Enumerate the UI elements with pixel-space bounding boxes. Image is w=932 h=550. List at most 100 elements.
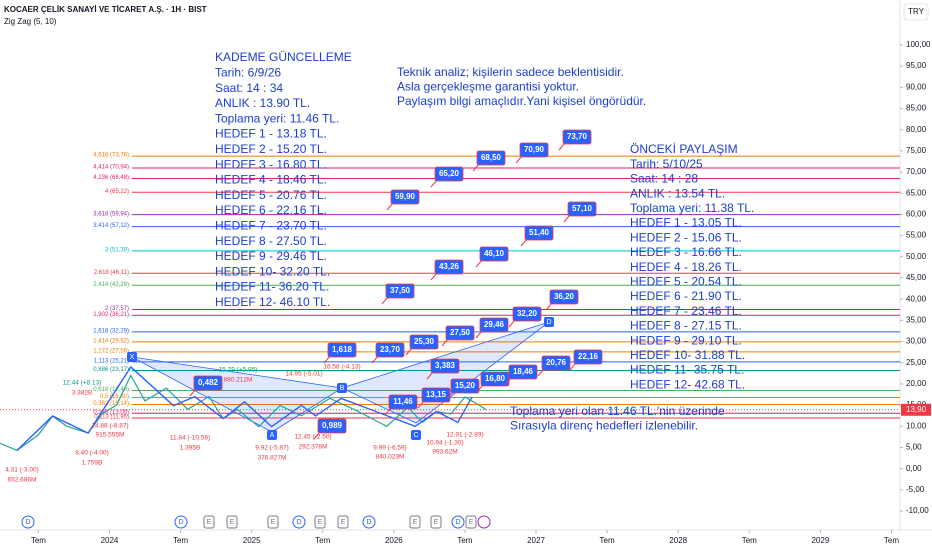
event-marker	[409, 515, 421, 529]
target-box	[445, 325, 475, 341]
target-box	[193, 375, 223, 391]
disclaimer-line: Paylaşım bilgi amaçlıdır.Yani kişisel ön…	[397, 94, 646, 108]
previous-share-line: HEDEF 12- 42.68 TL.	[630, 377, 745, 391]
fib-label: 0,5 (16,80)	[100, 394, 129, 400]
event-marker	[292, 515, 306, 529]
new-update-line: Tarih: 6/9/26	[215, 65, 281, 79]
previous-share-line: HEDEF 7 - 23.46 TL.	[630, 304, 742, 318]
target-box	[479, 317, 509, 333]
pivot-label: 14.88 (-8.87)	[91, 423, 128, 430]
previous-share-line: ÖNCEKİ PAYLAŞIM	[630, 142, 738, 156]
x-tick-label: 2026	[385, 536, 403, 545]
target-box	[524, 225, 554, 241]
new-update-line: HEDEF 1 - 13.18 TL.	[215, 127, 327, 141]
disclaimer-line: Asla gerçekleşme garantisi yoktur.	[397, 80, 579, 94]
event-label: D	[366, 519, 371, 526]
fib-label: 2 (37,57)	[105, 306, 129, 312]
fib-label: 0,618 (18,46)	[93, 387, 129, 393]
target-label: 43,26	[439, 262, 460, 271]
symbol-title: KOCAER ÇELİK SANAYİ VE TİCARET A.Ş. · 1H…	[4, 5, 207, 14]
target-label: 20,76	[546, 358, 567, 367]
last-price-tag	[901, 403, 931, 416]
new-update-line: HEDEF 11- 36.20 TL.	[215, 280, 329, 294]
previous-share-line: HEDEF 3 - 16.66 TL.	[630, 245, 742, 259]
pivot-label: 12.45 (-2.50)	[294, 434, 331, 441]
target-label: 36,20	[554, 292, 575, 301]
y-tick-label: 5,00	[906, 443, 922, 452]
y-tick-label: 0,00	[906, 464, 922, 473]
event-label: E	[230, 519, 235, 526]
x-tick-label: 2024	[101, 536, 119, 545]
new-update-line: HEDEF 12- 46.10 TL.	[215, 295, 330, 309]
plot-area: 100,00 95,00 90,00 85,00 80,00 75,00 70,00 65,0…	[0, 40, 931, 545]
new-update-line: HEDEF 4 - 18.46 TL.	[215, 173, 327, 187]
event-marker	[430, 515, 442, 529]
target-label: 15,20	[455, 381, 476, 390]
pivot-label: 9.92 (-5.87)	[255, 445, 289, 452]
currency-label[interactable]: TRY	[908, 7, 925, 16]
target-label: 13,15	[426, 390, 447, 399]
event-marker	[267, 515, 279, 529]
y-tick-label: 100,00	[906, 40, 931, 49]
pivot-label: 12.44 (+8.13)	[63, 380, 102, 387]
y-tick-label: 65,00	[906, 188, 927, 197]
event-marker	[451, 515, 465, 529]
event-label: E	[271, 519, 276, 526]
currency-button[interactable]	[903, 3, 929, 21]
y-tick-label: 90,00	[906, 82, 927, 91]
bottom-note-line: Sırasıyla direnç hedefleri izlenebilir.	[510, 419, 698, 433]
previous-share-line: HEDEF 5 - 20.54 TL.	[630, 274, 742, 288]
new-update-line: Saat: 14 : 34	[215, 81, 283, 95]
fib-label: 0,886 (23,17)	[93, 367, 129, 373]
fib-label: 1,618 (32,29)	[93, 328, 129, 334]
fib-label: 2,618 (46,11)	[94, 270, 129, 276]
previous-share-line: HEDEF 1 - 13.05 TL.	[630, 216, 742, 230]
event-label: E	[434, 519, 439, 526]
target-box	[567, 201, 597, 217]
fib-label: 0,236 (13,09)	[93, 410, 129, 416]
previous-share-line: Toplama yeri: 11.38 TL.	[630, 201, 754, 215]
pivot-label: 12.91 (-2.89)	[446, 432, 483, 439]
fib-label: 0,382 (15,14)	[93, 401, 129, 407]
x-tick-label: Tem	[742, 536, 757, 545]
pivot-label: 10.94 (-1.30)	[426, 440, 463, 447]
event-label: D	[25, 519, 30, 526]
target-box	[519, 142, 549, 158]
pivot-label: 9.99 (-6.59)	[373, 445, 407, 452]
y-tick-label: -10,00	[906, 506, 929, 515]
target-label: 16,80	[485, 374, 506, 383]
target-label: 70,90	[524, 145, 545, 154]
y-tick-label: 35,00	[906, 315, 927, 324]
target-label: 68,50	[481, 153, 502, 162]
target-box	[317, 418, 347, 434]
y-tick-label: 30,00	[906, 337, 927, 346]
target-label: 32,20	[517, 309, 538, 318]
bottom-note-line: Toplama yeri olan 11.46 TL.'nin üzerinde	[510, 404, 725, 418]
pivot-label: 376.827M	[258, 455, 287, 462]
x-tick-label: 2028	[669, 536, 687, 545]
event-marker	[203, 515, 215, 529]
target-label: 18,46	[513, 367, 534, 376]
event-marker	[465, 515, 477, 529]
y-tick-label: 85,00	[906, 104, 927, 113]
pivot-label: 1.759B	[82, 460, 103, 467]
fib-label: 1,272 (27,56)	[93, 348, 129, 354]
target-box	[549, 289, 579, 305]
pattern-point	[267, 430, 277, 440]
target-label: 59,90	[395, 192, 416, 201]
target-label: 3,383	[435, 361, 456, 370]
y-tick-label: 60,00	[906, 210, 927, 219]
event-label: D	[455, 519, 460, 526]
fib-label: 4,414 (70,94)	[93, 165, 129, 171]
y-tick-label: -5,00	[906, 485, 925, 494]
y-tick-label: 50,00	[906, 252, 927, 261]
target-box	[430, 358, 460, 374]
y-tick-label: 80,00	[906, 125, 927, 134]
fib-label: 2,414 (43,29)	[93, 282, 129, 288]
event-label: E	[413, 519, 418, 526]
y-tick-label: 95,00	[906, 61, 927, 70]
previous-share-line: Tarih: 5/10/25	[630, 157, 703, 171]
new-update-line: Toplama yeri: 11.46 TL.	[215, 111, 339, 125]
